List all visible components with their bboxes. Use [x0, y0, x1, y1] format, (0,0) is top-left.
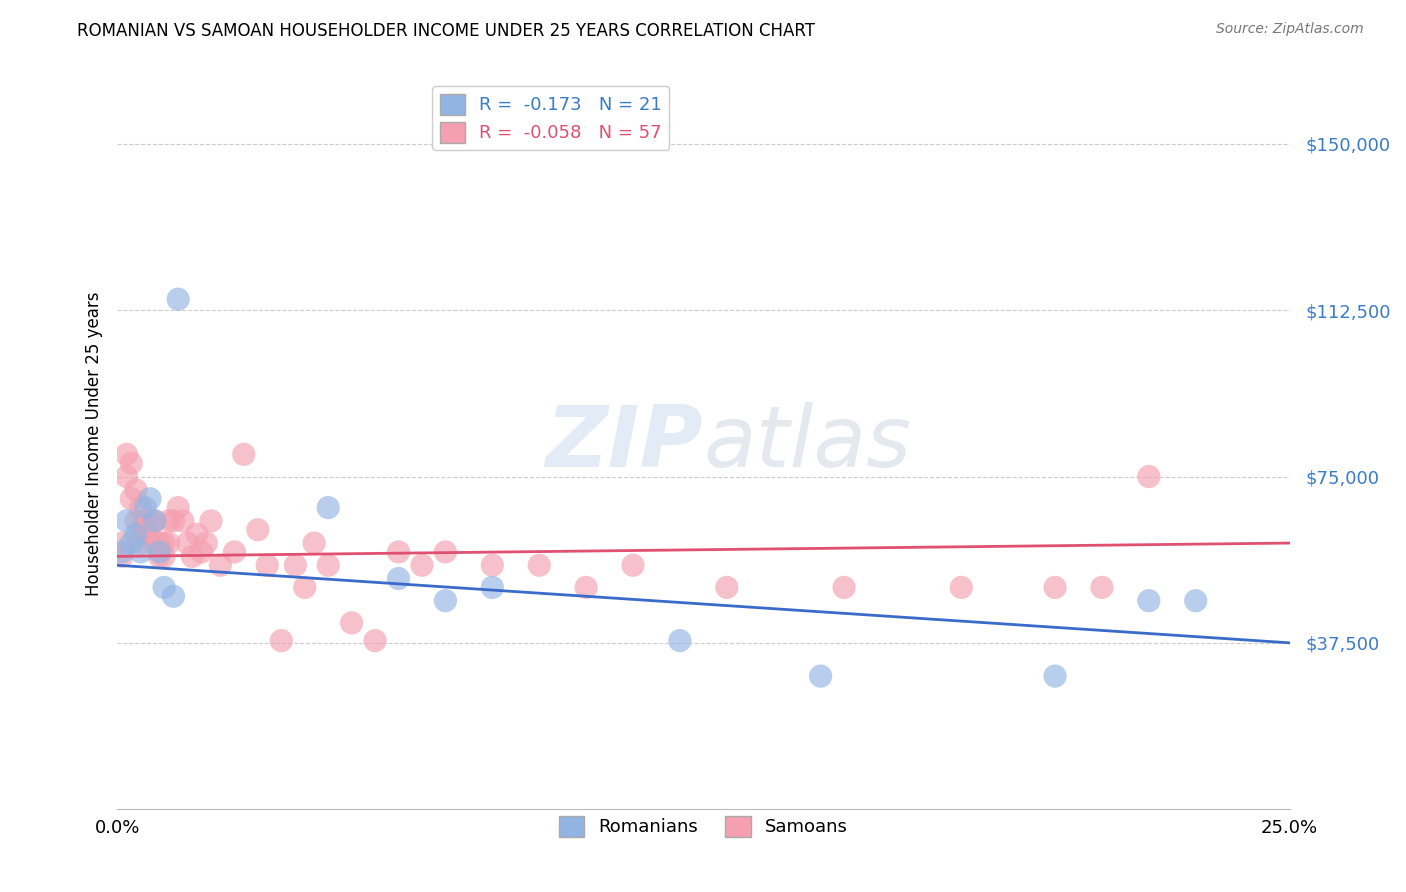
Point [120, 456, 142, 470]
Point [669, 633, 692, 648]
Point [246, 523, 269, 537]
Point [200, 514, 222, 528]
Text: ZIP: ZIP [546, 401, 703, 484]
Text: atlas: atlas [703, 401, 911, 484]
Point [575, 581, 598, 595]
Point [1091, 581, 1114, 595]
Point [1043, 669, 1066, 683]
Point [529, 558, 551, 573]
Point [1137, 593, 1160, 607]
Point [340, 615, 363, 630]
Point [115, 514, 138, 528]
Point [832, 581, 855, 595]
Point [190, 545, 212, 559]
Point [1137, 469, 1160, 483]
Point [232, 447, 254, 461]
Point [148, 545, 170, 559]
Point [256, 558, 278, 573]
Point [143, 514, 166, 528]
Point [294, 581, 316, 595]
Point [134, 514, 156, 528]
Text: ROMANIAN VS SAMOAN HOUSEHOLDER INCOME UNDER 25 YEARS CORRELATION CHART: ROMANIAN VS SAMOAN HOUSEHOLDER INCOME UN… [77, 22, 815, 40]
Point [950, 581, 973, 595]
Point [387, 545, 409, 559]
Point [364, 633, 387, 648]
Point [1184, 593, 1206, 607]
Point [302, 536, 325, 550]
Point [167, 292, 190, 306]
Point [621, 558, 644, 573]
Point [316, 558, 339, 573]
Point [172, 514, 194, 528]
Point [153, 549, 176, 564]
Point [810, 669, 832, 683]
Point [125, 527, 148, 541]
Point [481, 558, 503, 573]
Y-axis label: Householder Income Under 25 years: Householder Income Under 25 years [86, 291, 103, 596]
Point [129, 500, 152, 515]
Point [129, 523, 152, 537]
Point [120, 536, 142, 550]
Point [139, 514, 162, 528]
Point [111, 536, 134, 550]
Point [716, 581, 738, 595]
Point [153, 536, 176, 550]
Point [1043, 581, 1066, 595]
Point [143, 536, 166, 550]
Point [153, 581, 176, 595]
Point [120, 491, 142, 506]
Point [224, 545, 246, 559]
Point [181, 549, 204, 564]
Point [270, 633, 292, 648]
Point [434, 593, 457, 607]
Legend: Romanians, Samoans: Romanians, Samoans [551, 809, 855, 844]
Point [111, 545, 134, 559]
Point [176, 536, 198, 550]
Point [111, 549, 134, 564]
Point [195, 536, 218, 550]
Text: Source: ZipAtlas.com: Source: ZipAtlas.com [1216, 22, 1364, 37]
Point [148, 536, 170, 550]
Point [434, 545, 457, 559]
Point [162, 589, 184, 603]
Point [387, 572, 409, 586]
Point [209, 558, 232, 573]
Point [186, 527, 208, 541]
Point [129, 545, 152, 559]
Point [284, 558, 307, 573]
Point [316, 500, 339, 515]
Point [162, 514, 184, 528]
Point [481, 581, 503, 595]
Point [411, 558, 433, 573]
Point [125, 483, 148, 497]
Point [139, 491, 162, 506]
Point [148, 549, 170, 564]
Point [134, 500, 156, 515]
Point [129, 536, 152, 550]
Point [167, 500, 190, 515]
Point [115, 447, 138, 461]
Point [157, 514, 180, 528]
Point [115, 469, 138, 483]
Point [125, 514, 148, 528]
Point [157, 536, 180, 550]
Point [139, 527, 162, 541]
Point [143, 514, 166, 528]
Point [134, 527, 156, 541]
